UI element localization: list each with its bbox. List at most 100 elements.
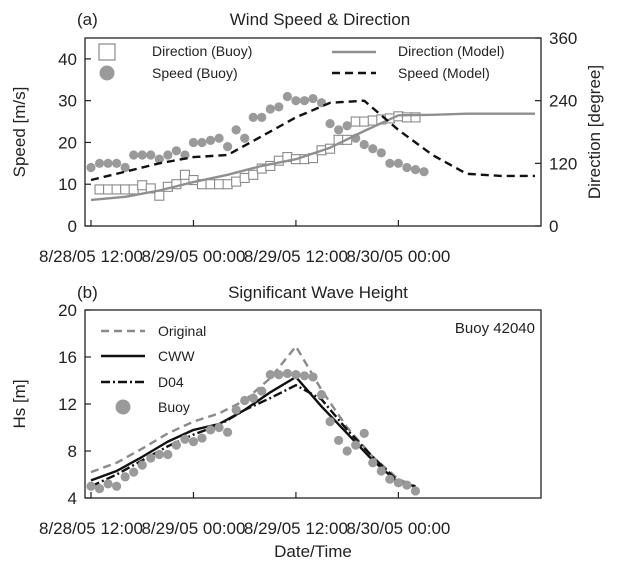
data-point [240,395,250,406]
panel-b-legend: Original CWW D04 Buoy [101,323,206,415]
legend-label: Original [158,323,206,339]
series-buoy [86,368,421,496]
data-point [154,449,164,460]
data-point [128,184,139,195]
data-point [393,478,403,488]
x-tick-label: 8/30/05 00:00 [346,247,450,266]
data-point [239,172,250,184]
panel-a-y-ticks: 0 10 20 30 40 [58,50,91,236]
data-point [410,112,421,123]
data-point [94,158,105,168]
data-point [308,93,318,104]
data-point [103,184,114,195]
panel-a-series [86,91,535,202]
data-point [103,158,113,168]
data-point [94,484,105,494]
data-point [282,91,292,102]
series-d04 [90,384,416,490]
series-speed-model [90,99,535,182]
data-point [129,467,139,477]
panel-b-x-ticks: 8/28/05 12:008/29/05 00:008/29/05 12:008… [39,492,450,538]
series-line [90,112,535,202]
data-point [265,104,275,114]
data-point [197,137,207,148]
x-tick-label: 8/28/05 12:00 [39,247,143,266]
data-point [240,133,250,143]
data-point [419,167,429,177]
data-point [342,446,352,456]
data-point [248,112,258,122]
data-point [402,480,412,490]
data-point [222,179,233,190]
y2-tick-label: 240 [549,92,577,111]
panel-b-y-ticks: 4 8 12 16 20 [58,301,91,508]
legend-square-icon [98,43,116,61]
data-point [223,142,233,152]
data-point [171,146,181,156]
data-point [299,371,310,381]
panel-a-legend: Direction (Buoy) Speed (Buoy) Direction (M… [98,43,505,81]
data-point [137,180,148,191]
data-point [94,184,105,195]
data-point [214,179,225,190]
data-point [248,169,259,180]
series-line [90,99,535,182]
panel-b-label: (b) [77,283,98,302]
data-point [334,435,344,446]
panel-a-plot-frame [84,37,542,227]
x-tick-label: 8/29/05 12:00 [244,519,348,538]
y-tick-label: 20 [58,301,77,320]
y2-tick-label: 0 [549,217,558,236]
data-point [120,184,131,195]
legend-label: Speed (Buoy) [152,65,238,81]
data-point [265,370,275,380]
data-point [248,393,258,403]
data-point [137,460,147,470]
data-point [86,481,96,491]
panel-a-y2label: Direction [degree] [585,65,604,199]
data-point [223,427,233,437]
series-line [90,375,416,488]
data-point [154,190,165,201]
data-point [410,165,421,175]
data-point [214,133,224,143]
data-point [367,115,378,126]
x-tick-label: 8/29/05 00:00 [141,519,245,538]
panel-a-x-ticks: 8/28/05 12:008/29/05 00:008/29/05 12:008… [39,220,450,266]
x-tick-label: 8/29/05 12:00 [244,247,348,266]
legend-label: Speed (Model) [398,65,490,81]
data-point [291,96,301,106]
data-point [325,119,335,129]
data-point [205,135,216,145]
data-point [86,162,96,173]
data-point [146,453,156,463]
data-point [393,158,403,168]
x-tick-label: 8/29/05 00:00 [141,247,245,266]
y-tick-label: 40 [58,50,77,69]
data-point [137,150,147,160]
data-point [214,422,224,433]
data-point [146,150,156,160]
x-axis-label: Date/Time [274,542,352,561]
y-tick-label: 4 [68,489,77,508]
data-point [111,184,122,195]
data-point [291,370,301,380]
data-point [154,154,164,164]
legend-circle-icon [99,65,115,81]
data-point [351,440,361,450]
y-tick-label: 12 [58,395,77,414]
y-tick-label: 8 [68,442,77,461]
data-point [163,449,173,460]
data-point [359,428,369,438]
data-point [103,479,113,489]
data-point [308,372,318,382]
data-point [188,437,199,447]
series-line [90,384,416,490]
data-point [120,162,130,173]
data-point [376,148,386,158]
panel-b-plot-frame [84,309,542,499]
data-point [112,481,122,491]
data-point [197,433,207,443]
data-point [325,417,335,427]
